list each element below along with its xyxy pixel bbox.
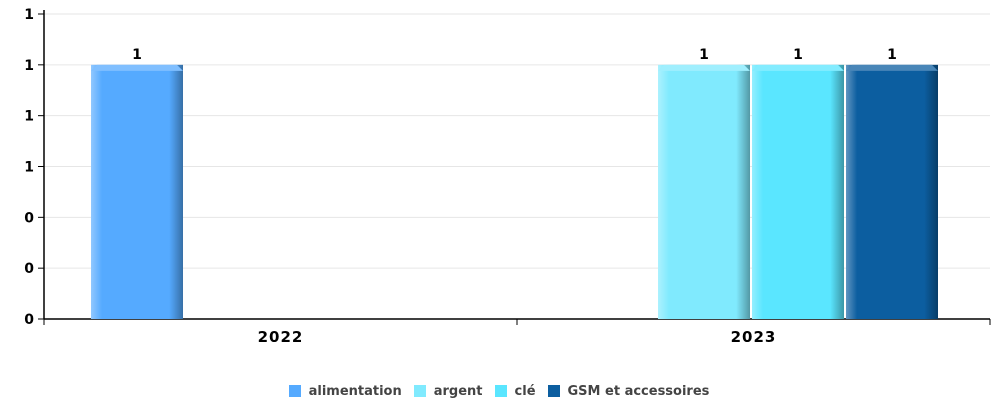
data-label: 1 (132, 47, 142, 63)
bar-cap (658, 64, 750, 71)
legend: alimentation argent clé GSM et accessoires (0, 380, 998, 402)
bar-alimentation-2022 (91, 64, 183, 319)
y-tick-label: 0 (24, 312, 34, 328)
y-tick-label: 1 (24, 7, 34, 23)
y-tick-label: 1 (24, 160, 34, 176)
legend-swatch (494, 385, 507, 397)
legend-item[interactable]: alimentation (288, 383, 402, 399)
labels: 0 0 0 1 1 1 1 2022 1 2023 1 1 1 (24, 7, 897, 346)
legend-label: alimentation (308, 383, 402, 399)
y-tick-label: 1 (24, 109, 34, 125)
data-label: 1 (793, 47, 803, 63)
x-tick-label: 2023 (731, 328, 777, 346)
legend-swatch (413, 385, 426, 397)
legend-swatch (547, 385, 560, 397)
legend-item[interactable]: clé (494, 383, 536, 399)
legend-item[interactable]: argent (413, 383, 483, 399)
bar-cap (846, 64, 938, 71)
y-tick-label: 1 (24, 58, 34, 74)
bar-clé-2023 (752, 64, 844, 319)
legend-item[interactable]: GSM et accessoires (547, 383, 710, 399)
y-tick-label: 0 (24, 210, 34, 226)
bar-cap (91, 64, 183, 71)
bar-cap (752, 64, 844, 71)
bar-argent-2023 (658, 64, 750, 319)
legend-swatch (288, 385, 301, 397)
y-tick-label: 0 (24, 261, 34, 277)
data-label: 1 (699, 47, 709, 63)
bar-gsm-et-accessoires-2023 (846, 64, 938, 319)
bars (91, 64, 938, 319)
x-tick-label: 2022 (258, 328, 304, 346)
legend-label: argent (433, 383, 483, 399)
legend-label: GSM et accessoires (567, 383, 710, 399)
legend-label: clé (514, 383, 536, 399)
data-label: 1 (887, 47, 897, 63)
